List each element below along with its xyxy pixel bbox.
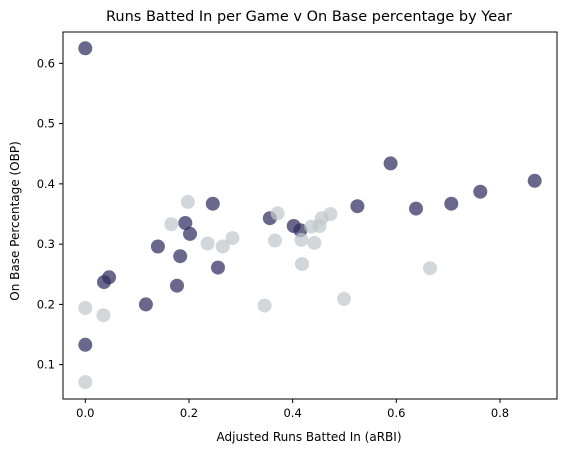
plot-frame <box>62 31 558 400</box>
x-tick-label: 0.2 <box>180 406 198 420</box>
scatter-point-s2-18 <box>323 207 338 221</box>
chart-title: Runs Batted In per Game v On Base percen… <box>106 9 512 25</box>
scatter-point-s1-10 <box>183 226 197 241</box>
scatter-point-s1-7 <box>170 278 184 293</box>
scatter-point-s1-6 <box>150 239 165 254</box>
scatter-point-s1-16 <box>350 199 365 214</box>
scatter-point-s2-12 <box>294 232 309 247</box>
scatter-point-s2-10 <box>268 233 282 248</box>
scatter-point-s2-6 <box>200 236 215 251</box>
x-axis-label: Adjusted Runs Batted In (aRBI) <box>217 430 402 444</box>
scatter-point-s1-19 <box>444 196 459 211</box>
scatter-point-s2-3 <box>96 308 111 323</box>
scatter-point-s1-11 <box>205 196 220 211</box>
scatter-point-s1-21 <box>527 173 542 188</box>
scatter-point-s2-1 <box>78 301 93 315</box>
scatter-point-s1-9 <box>178 216 193 230</box>
points-layer <box>78 41 542 390</box>
x-tick-label: 0.6 <box>387 406 405 420</box>
x-tick-label: 0.8 <box>491 406 509 420</box>
y-axis-ticks: 0.1 0.2 0.3 0.4 0.5 0.6 <box>37 56 63 372</box>
scatter-point-s1-5 <box>138 297 153 312</box>
scatter-point-s2-2 <box>78 375 93 390</box>
x-axis-ticks: 0.0 0.2 0.4 0.6 0.8 <box>76 399 509 420</box>
scatter-point-s1-4 <box>102 270 117 285</box>
scatter-point-s1-2 <box>78 337 93 352</box>
scatter-point-s2-20 <box>423 261 437 276</box>
scatter-point-s2-8 <box>225 231 240 246</box>
scatter-point-s2-19 <box>337 292 351 306</box>
x-tick-label: 0.4 <box>283 406 301 420</box>
scatter-point-s2-15 <box>307 235 322 250</box>
scatter-point-s2-11 <box>270 206 285 221</box>
y-tick-label: 0.1 <box>37 358 55 372</box>
scatter-point-s2-9 <box>257 298 272 313</box>
scatter-point-s2-7 <box>215 239 230 254</box>
y-tick-label: 0.3 <box>37 237 55 251</box>
scatter-point-s1-12 <box>211 260 225 275</box>
scatter-point-s1-20 <box>473 184 488 199</box>
scatter-point-s1-18 <box>409 201 423 216</box>
scatter-point-s1-1 <box>78 41 93 56</box>
x-tick-label: 0.0 <box>76 406 94 420</box>
scatter-point-s2-4 <box>164 217 179 232</box>
y-tick-label: 0.5 <box>37 117 55 131</box>
scatter-point-s2-5 <box>180 194 195 209</box>
y-tick-label: 0.4 <box>37 177 55 191</box>
y-tick-label: 0.2 <box>37 297 55 311</box>
scatter-point-s2-13 <box>295 257 309 271</box>
scatter-point-s1-17 <box>383 156 398 171</box>
scatter-point-s1-8 <box>173 249 188 264</box>
y-axis-label: On Base Percentage (OBP) <box>8 141 22 301</box>
y-tick-label: 0.6 <box>37 56 55 70</box>
